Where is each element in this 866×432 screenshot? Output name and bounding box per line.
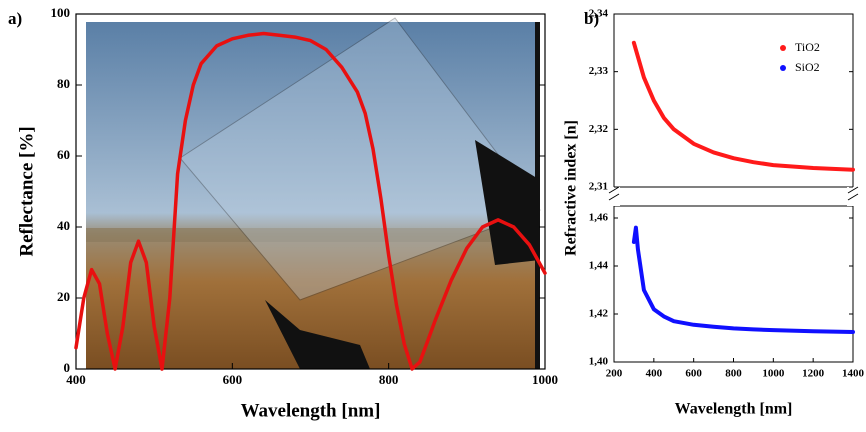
y-tick-label: 1,46	[589, 212, 609, 224]
y-axis-title: Reflectance [%]	[16, 126, 37, 256]
figure: 0204060801004006008001000Wavelength [nm]…	[0, 0, 866, 432]
legend-marker	[780, 45, 786, 51]
x-tick-label: 600	[685, 368, 702, 380]
x-tick-label: 1000	[532, 372, 558, 387]
y-tick-label: 2,32	[589, 123, 609, 135]
x-tick-label: 800	[379, 372, 399, 387]
legend-marker	[780, 65, 786, 71]
x-tick-label: 400	[646, 368, 663, 380]
y-tick-label: 100	[51, 5, 71, 20]
x-tick-label: 800	[725, 368, 742, 380]
y-tick-label: 2,31	[589, 181, 608, 193]
y-tick-label: 60	[57, 147, 70, 162]
panel-label: b)	[584, 9, 599, 28]
series-line	[634, 228, 853, 332]
y-tick-label: 1,40	[589, 356, 609, 368]
x-tick-label: 200	[606, 368, 623, 380]
panel-label: a)	[8, 9, 22, 28]
y-tick-label: 80	[57, 76, 70, 91]
y-tick-label: 1,44	[589, 260, 609, 272]
x-tick-label: 1200	[802, 368, 825, 380]
series-line	[634, 43, 853, 170]
y-tick-label: 40	[57, 218, 70, 233]
x-axis-title: Wavelength [nm]	[241, 400, 381, 421]
x-tick-label: 1400	[842, 368, 865, 380]
y-tick-label: 1,42	[589, 308, 609, 320]
x-tick-label: 600	[223, 372, 243, 387]
y-axis-title: Refractive index [n]	[563, 120, 580, 256]
x-tick-label: 1000	[762, 368, 785, 380]
y-tick-label: 20	[57, 289, 70, 304]
legend-label: SiO2	[795, 60, 820, 74]
legend-label: TiO2	[795, 40, 820, 54]
y-tick-label: 2,33	[589, 65, 609, 77]
plot-frame	[614, 206, 853, 362]
x-tick-label: 400	[66, 372, 86, 387]
x-axis-title: Wavelength [nm]	[675, 401, 793, 418]
